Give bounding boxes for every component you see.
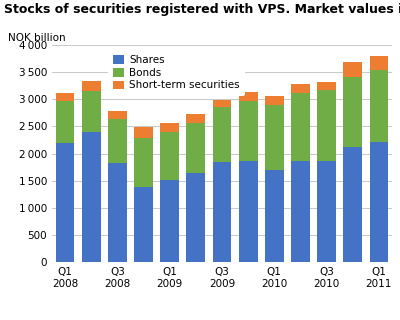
- Bar: [291, 93, 310, 161]
- Bar: [212, 162, 232, 262]
- Bar: [56, 101, 74, 143]
- Legend: Shares, Bonds, Short-term securities: Shares, Bonds, Short-term securities: [108, 50, 245, 96]
- Bar: [343, 147, 362, 262]
- Bar: [134, 127, 153, 138]
- Bar: [317, 161, 336, 262]
- Bar: [134, 138, 153, 187]
- Bar: [239, 101, 258, 161]
- Bar: [291, 84, 310, 93]
- Bar: [239, 161, 258, 262]
- Bar: [370, 70, 388, 142]
- Bar: [186, 114, 205, 123]
- Text: NOK billion: NOK billion: [8, 33, 66, 43]
- Bar: [160, 132, 179, 180]
- Bar: [239, 92, 258, 101]
- Bar: [317, 82, 336, 91]
- Bar: [186, 172, 205, 262]
- Bar: [82, 81, 101, 91]
- Bar: [160, 180, 179, 262]
- Bar: [291, 161, 310, 262]
- Bar: [265, 170, 284, 262]
- Bar: [108, 111, 127, 119]
- Bar: [370, 142, 388, 262]
- Bar: [82, 91, 101, 132]
- Bar: [212, 100, 232, 107]
- Bar: [343, 62, 362, 77]
- Bar: [108, 119, 127, 164]
- Bar: [186, 123, 205, 172]
- Bar: [317, 91, 336, 161]
- Bar: [343, 77, 362, 147]
- Bar: [56, 143, 74, 262]
- Bar: [370, 57, 388, 70]
- Bar: [265, 105, 284, 170]
- Bar: [212, 107, 232, 162]
- Bar: [134, 187, 153, 262]
- Text: Stocks of securities registered with VPS. Market values in NOK billion: Stocks of securities registered with VPS…: [4, 3, 400, 16]
- Bar: [160, 124, 179, 132]
- Bar: [56, 93, 74, 101]
- Bar: [108, 164, 127, 262]
- Bar: [265, 96, 284, 105]
- Bar: [82, 132, 101, 262]
